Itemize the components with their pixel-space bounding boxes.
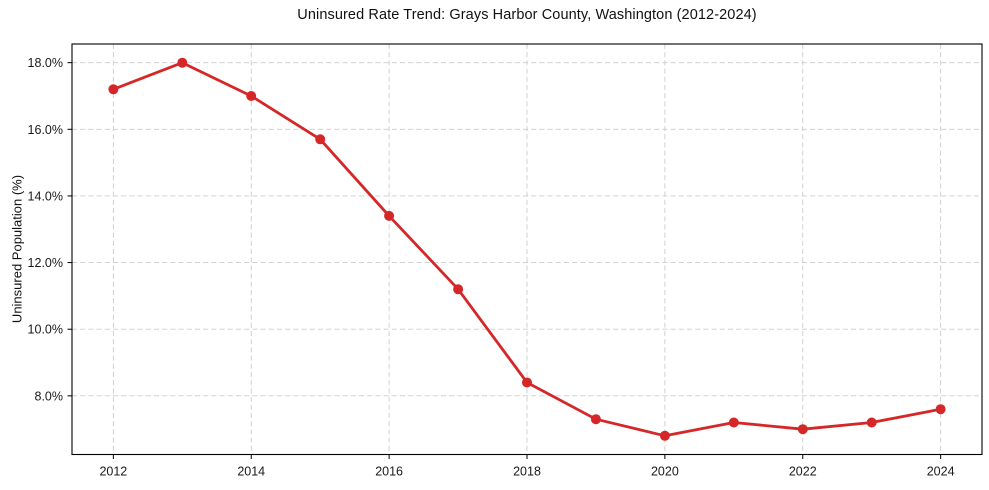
data-point-marker bbox=[590, 414, 601, 425]
x-tick-label: 2012 bbox=[99, 465, 127, 479]
data-point-marker bbox=[177, 57, 188, 68]
x-tick-label: 2022 bbox=[789, 465, 817, 479]
data-point-marker bbox=[728, 417, 739, 428]
chart-title: Uninsured Rate Trend: Grays Harbor Count… bbox=[297, 7, 757, 23]
data-point-marker bbox=[384, 210, 395, 221]
data-point-marker bbox=[866, 417, 877, 428]
x-tick-label: 2024 bbox=[927, 465, 955, 479]
y-tick-label: 16.0% bbox=[28, 123, 63, 137]
y-tick-label: 14.0% bbox=[28, 189, 63, 203]
data-point-marker bbox=[108, 84, 119, 95]
y-tick-label: 12.0% bbox=[28, 256, 63, 270]
data-point-marker bbox=[659, 430, 670, 441]
data-point-marker bbox=[935, 404, 946, 415]
x-tick-label: 2018 bbox=[513, 465, 541, 479]
y-tick-label: 10.0% bbox=[28, 323, 63, 337]
data-point-marker bbox=[797, 424, 808, 435]
y-tick-label: 8.0% bbox=[35, 389, 64, 403]
x-tick-label: 2016 bbox=[375, 465, 403, 479]
data-point-marker bbox=[315, 134, 326, 145]
data-point-marker bbox=[522, 377, 532, 388]
data-point-marker bbox=[246, 91, 257, 101]
y-tick-label: 18.0% bbox=[28, 56, 63, 70]
x-tick-label: 2014 bbox=[237, 465, 265, 479]
data-point-marker bbox=[453, 284, 464, 295]
x-tick-label: 2020 bbox=[651, 465, 679, 479]
